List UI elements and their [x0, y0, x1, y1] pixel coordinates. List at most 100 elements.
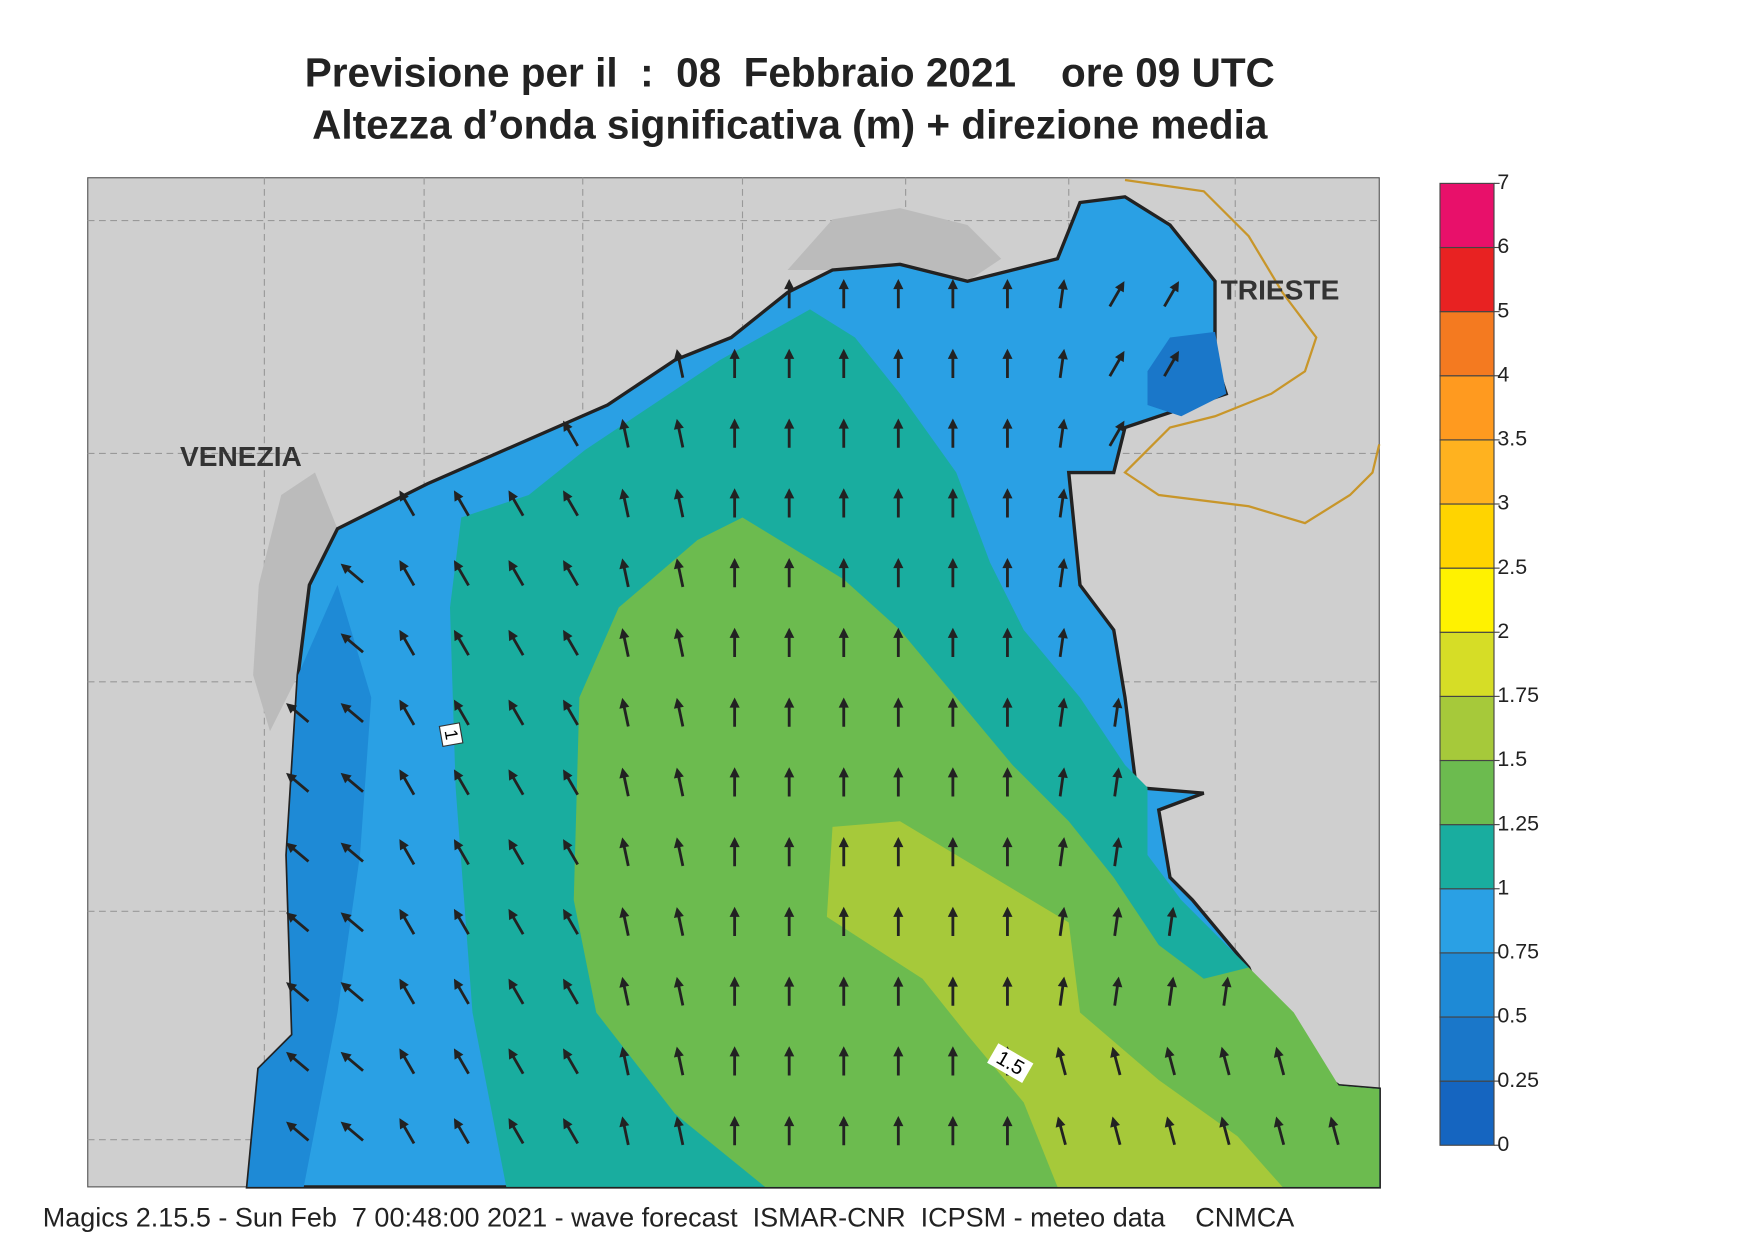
arrow — [340, 912, 364, 933]
arrow-head — [838, 418, 849, 429]
arrow — [947, 558, 958, 588]
arrow-head — [838, 627, 849, 638]
arrow — [399, 699, 416, 726]
arrow-head — [838, 1046, 849, 1057]
arrow-shaft — [1221, 1052, 1231, 1076]
arrow-shaft — [1113, 843, 1120, 867]
arrow — [838, 279, 849, 309]
arrow-shaft — [565, 1053, 579, 1075]
arrow — [673, 628, 685, 657]
arrow — [508, 978, 525, 1005]
arrow — [508, 1118, 525, 1145]
arrow-head — [1110, 1116, 1120, 1128]
arrow-head — [399, 629, 409, 642]
arrow-head — [947, 906, 958, 917]
arrow — [673, 697, 685, 727]
arrow-head — [838, 767, 849, 778]
arrow-head — [673, 1116, 684, 1128]
arrow-head — [563, 908, 573, 921]
colorbar: 0 0.25 0.5 0.75 1 1.25 1.5 1.75 2 2.5 3 3.5 4 5 6 7 — [1439, 170, 1539, 1156]
arrow — [729, 418, 740, 448]
arrow-head — [893, 488, 904, 499]
arrow — [1055, 1046, 1067, 1076]
arrow-head — [673, 976, 684, 988]
arrow — [893, 348, 904, 378]
arrow-shaft — [565, 704, 579, 726]
arrow — [1002, 1116, 1013, 1146]
arrow-shaft — [622, 425, 630, 448]
arrow — [286, 842, 310, 863]
arrow-head — [1169, 281, 1179, 293]
arrow-head — [838, 697, 849, 708]
arrow-head — [947, 348, 958, 359]
region-1.5 — [826, 821, 1283, 1187]
arrow-shaft — [1058, 634, 1065, 658]
arrow-shaft — [290, 845, 310, 863]
arrow-shaft — [401, 704, 416, 726]
arrow-shaft — [456, 1053, 470, 1075]
arrow-head — [1112, 837, 1123, 848]
arrow-head — [508, 699, 518, 711]
arrow-shaft — [290, 706, 310, 724]
arrow — [838, 767, 849, 797]
arrow — [619, 488, 630, 518]
arrow-head — [1002, 697, 1013, 708]
arrow-head — [1057, 767, 1068, 779]
map-area: VENEZIA TRIESTE 1 1.5 — [87, 177, 1381, 1189]
colorbar-band — [1439, 952, 1495, 1018]
arrow — [1163, 350, 1179, 377]
arrow-head — [1114, 281, 1125, 293]
arrow-head — [729, 627, 740, 638]
arrow — [1328, 1116, 1340, 1146]
arrow-head — [340, 912, 352, 923]
arrow-shaft — [565, 983, 579, 1005]
arrow-shaft — [510, 1123, 525, 1145]
arrow-head — [453, 490, 464, 502]
arrow — [508, 560, 525, 587]
arrow-head — [563, 629, 573, 642]
arrow-head — [1057, 627, 1068, 639]
arrow — [1221, 976, 1232, 1006]
arrow — [1057, 976, 1068, 1006]
arrow — [947, 1046, 958, 1076]
arrow — [508, 769, 525, 796]
arrow — [453, 1048, 470, 1075]
arrow-head — [729, 418, 740, 429]
arrow-shaft — [510, 704, 525, 726]
colorbar-tick-label: 0.25 — [1497, 1068, 1539, 1092]
arrow-shaft — [344, 706, 364, 724]
colorbar-band — [1439, 311, 1495, 377]
arrow-head — [1055, 1046, 1066, 1058]
arrow-head — [838, 837, 849, 848]
arrow-head — [563, 490, 573, 502]
arrow — [1163, 281, 1179, 308]
arrow-shaft — [676, 704, 685, 727]
arrow — [1166, 906, 1177, 937]
arrow-head — [619, 697, 630, 709]
arrow-shaft — [1167, 913, 1174, 937]
colorbar-tick-label: 1 — [1497, 875, 1509, 899]
colorbar-tick-label: 1.25 — [1497, 811, 1539, 835]
arrow-head — [947, 418, 958, 429]
arrow-shaft — [676, 843, 685, 867]
arrow-head — [1114, 350, 1125, 363]
arrow — [1110, 1046, 1122, 1076]
arrow-shaft — [622, 983, 630, 1006]
arrow — [947, 837, 958, 867]
arrow-shaft — [456, 774, 470, 796]
colorbar-tick-label: 0.75 — [1497, 940, 1539, 964]
arrow — [1219, 1046, 1231, 1076]
arrow — [1112, 906, 1123, 937]
arrow — [1002, 418, 1013, 448]
arrow-head — [286, 842, 298, 854]
arrow-head — [563, 699, 573, 711]
arrow — [399, 629, 416, 656]
arrow-head — [399, 490, 409, 502]
arrow-shaft — [456, 983, 470, 1005]
arrow-head — [453, 839, 464, 851]
arrow-shaft — [510, 495, 525, 517]
arrow-head — [619, 628, 630, 640]
colorbar-band — [1439, 695, 1495, 762]
colorbar-band — [1439, 888, 1495, 954]
arrow-head — [508, 560, 518, 572]
